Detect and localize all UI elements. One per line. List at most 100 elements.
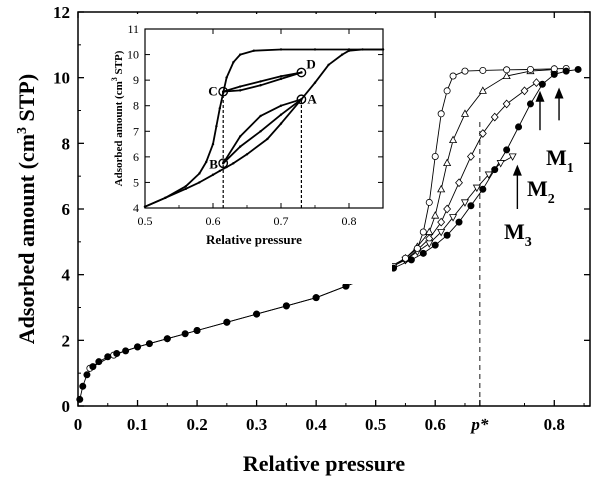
inset-x-tick-label: 0.8 — [342, 214, 357, 228]
main-x-tick-label: 0.6 — [425, 415, 446, 434]
data-point-filled-circle — [515, 123, 523, 131]
inset-y-axis-title: Adsorbed amount (cm3 STP) — [110, 50, 125, 186]
inset-data-dot — [259, 130, 262, 133]
data-point-filled-circle — [503, 146, 511, 154]
inset-data-dot — [143, 205, 147, 208]
data-point-open-diamond — [478, 129, 487, 138]
data-point-open-diamond — [520, 86, 529, 96]
annotation-letter: M — [504, 219, 525, 244]
data-point-open-triangle — [478, 86, 487, 94]
data-point-filled-circle — [163, 335, 171, 343]
main-x-tick-label: 0.5 — [365, 415, 386, 434]
main-y-tick-label: 0 — [62, 397, 71, 416]
main-y-axis-title-part: Adsorbed amount (cm — [14, 134, 39, 344]
data-point-open-triangle-down — [460, 199, 470, 207]
inset-data-dot — [259, 84, 262, 87]
inset-data-dot — [239, 89, 242, 92]
main-y-tick-label: 2 — [62, 331, 71, 350]
data-point-filled-circle — [95, 358, 103, 366]
data-point-open-triangle — [460, 109, 470, 117]
inset-data-dot — [381, 48, 385, 51]
inset-point-label: D — [306, 56, 315, 71]
inset-point-marker — [296, 94, 307, 105]
inset-y-tick-label: 6 — [133, 150, 139, 164]
data-point-open-diamond — [437, 217, 446, 227]
data-point-filled-circle — [479, 185, 487, 193]
inset-point-marker — [218, 158, 229, 169]
inset-y-tick-label: 4 — [133, 201, 139, 215]
inset-data-dot — [232, 61, 235, 64]
data-point-filled-circle — [145, 340, 153, 348]
inset-data-dot — [211, 173, 215, 176]
series-open-diamond — [371, 78, 541, 280]
data-point-open-triangle-down — [484, 171, 493, 179]
data-point-filled-circle — [181, 330, 189, 338]
inset-y-axis-title-part: Adsorbed amount (cm — [113, 81, 125, 186]
inset-data-dot — [279, 48, 283, 51]
data-point-open-circle — [425, 198, 433, 206]
inset-x-tick-label: 0.6 — [206, 214, 221, 228]
data-point-open-circle — [461, 67, 469, 75]
main-y-axis-title-sup: 3 — [15, 127, 30, 134]
main-y-tick-label: 4 — [62, 266, 71, 285]
inset-data-dot — [245, 153, 249, 156]
annotation-arrowhead — [512, 164, 522, 176]
data-point-open-triangle-down — [472, 184, 481, 193]
inset-data-dot — [279, 77, 283, 81]
annotation-subscript: 2 — [548, 192, 555, 207]
inset-x-axis-title: Relative pressure — [206, 232, 302, 247]
inset-y-tick-label: 10 — [127, 48, 139, 62]
data-point-open-circle — [401, 254, 409, 262]
data-point-open-circle — [431, 152, 439, 160]
main-y-axis-title-end: STP) — [14, 74, 39, 127]
inset-data-dot — [164, 196, 167, 199]
data-point-open-circle — [449, 72, 457, 80]
data-point-open-triangle — [425, 227, 434, 235]
main-y-tick-label: 6 — [62, 200, 71, 219]
inset-data-dot — [347, 48, 351, 51]
data-point-filled-circle — [431, 241, 439, 249]
data-point-open-triangle-down — [437, 228, 446, 237]
inset-data-dot — [239, 145, 242, 148]
annotation-letter: M — [546, 145, 567, 170]
inset-data-dot — [279, 75, 283, 78]
data-point-filled-circle — [79, 382, 87, 390]
data-point-open-circle — [413, 244, 421, 252]
inset-data-dot — [313, 48, 317, 51]
inset-y-tick-label: 11 — [127, 22, 139, 36]
data-point-open-circle — [437, 110, 445, 118]
p-star-label: p* — [469, 415, 489, 434]
inset-data-dot — [279, 104, 283, 107]
data-point-open-circle — [479, 66, 487, 74]
main-x-axis-title: Relative pressure — [243, 451, 406, 476]
inset-data-dot — [218, 169, 221, 173]
inset-y-tick-label: 8 — [133, 99, 139, 113]
data-point-open-triangle — [502, 71, 511, 80]
data-point-filled-circle — [122, 347, 130, 355]
inset-data-dot — [184, 185, 187, 188]
data-point-filled-circle — [104, 353, 112, 361]
inset-point-label: C — [208, 84, 217, 99]
data-point-open-triangle-down — [508, 153, 517, 161]
annotation-label-M2: M2 — [527, 176, 555, 207]
main-x-tick-label: 0.4 — [306, 415, 328, 434]
data-point-filled-circle — [407, 256, 415, 264]
data-point-open-triangle — [437, 184, 446, 193]
data-point-open-diamond — [455, 178, 463, 188]
inset-data-dot — [279, 113, 283, 116]
data-point-open-diamond — [443, 204, 452, 214]
inset-data-dot — [205, 160, 208, 164]
data-point-filled-circle — [223, 318, 231, 326]
inset-point-label: B — [209, 156, 218, 171]
main-x-tick-label: 0.1 — [127, 415, 148, 434]
inset-data-dot — [232, 162, 235, 165]
inset-curve-points — [222, 98, 303, 165]
main-x-tick-label: 0 — [74, 415, 83, 434]
inset-data-dot — [215, 124, 218, 128]
inset-data-dot — [300, 71, 303, 74]
main-x-tick-label: 0.3 — [246, 415, 267, 434]
data-point-filled-circle — [253, 310, 261, 318]
data-point-open-diamond — [490, 112, 499, 122]
inset-point-marker — [218, 86, 229, 97]
